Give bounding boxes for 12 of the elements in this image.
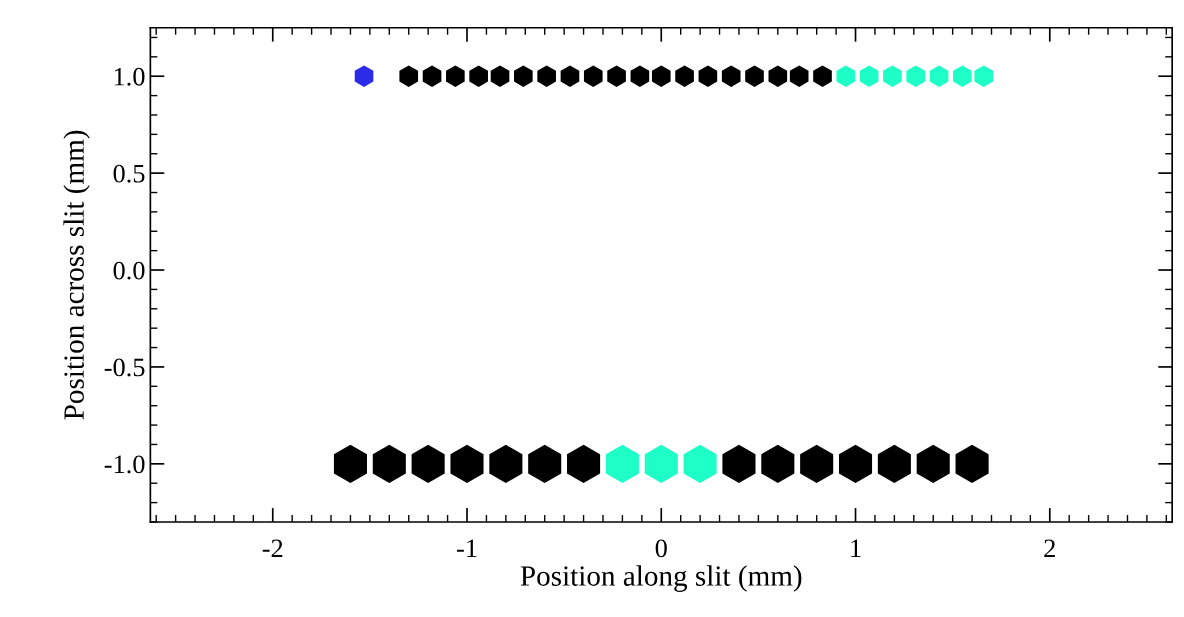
y-tick-label: 0.5 — [113, 164, 145, 183]
y-tick-label: -0.5 — [104, 358, 145, 377]
x-tick-label: -2 — [262, 539, 283, 557]
x-tick-label: 2 — [1044, 539, 1055, 557]
x-tick-label: 1 — [851, 539, 861, 557]
x-axis-title: Position along slit (mm) — [520, 565, 802, 592]
y-tick-label: 0.0 — [113, 261, 145, 280]
y-axis-title: Position across slit (mm) — [63, 130, 90, 420]
y-tick-label: 1.0 — [114, 67, 145, 86]
x-tick-label: 0 — [655, 539, 667, 558]
x-tick-label: -1 — [457, 539, 477, 557]
y-tick-label: -1.0 — [104, 455, 145, 474]
